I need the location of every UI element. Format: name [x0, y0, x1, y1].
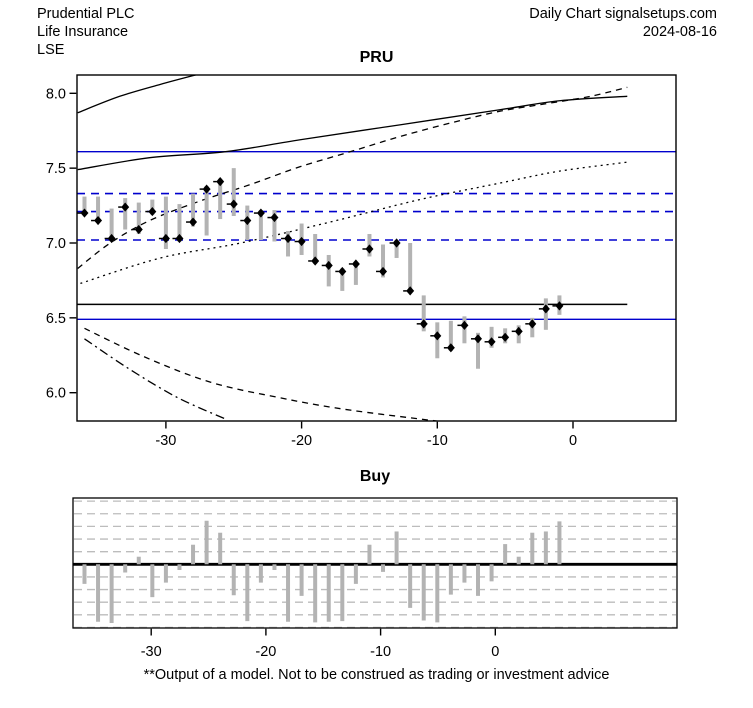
y-axis-tick-label: 6.0 [46, 386, 66, 402]
close-marker-diamond [161, 233, 170, 244]
price-panel-frame [76, 74, 677, 422]
close-marker-diamond [446, 343, 455, 353]
model-curve-mid-rising-dashed [77, 86, 628, 269]
close-marker-diamond [134, 224, 143, 235]
close-marker-diamond [121, 202, 130, 212]
close-marker-diamond [256, 208, 265, 218]
close-marker-diamond [460, 320, 469, 330]
close-marker-diamond [474, 334, 483, 344]
close-marker-diamond [311, 256, 320, 266]
header-left: Prudential PLC Life Insurance LSE [37, 5, 135, 59]
signal-x-tick-label: 0 [491, 644, 499, 660]
close-marker-diamond [284, 233, 293, 244]
company-name: Prudential PLC [37, 6, 135, 22]
model-curve-upper-band-solid [77, 95, 628, 171]
close-marker-diamond [175, 233, 184, 244]
price-chart-title: PRU [359, 49, 394, 66]
y-axis-tick-label: 7.5 [46, 161, 66, 177]
signal-panel [73, 500, 677, 629]
model-curve-upper-steep-solid [77, 75, 198, 114]
signal-panel-frame [72, 497, 678, 629]
y-axis-tick-label: 7.0 [46, 236, 66, 252]
x-axis-tick-label: 0 [569, 433, 577, 449]
close-marker-diamond [270, 212, 279, 223]
header-right: Daily Chart signalsetups.com 2024-08-16 [529, 5, 717, 41]
chart-source: Daily Chart signalsetups.com [529, 6, 717, 22]
signal-chart-title: Buy [359, 468, 391, 485]
close-marker-diamond [514, 326, 523, 336]
company-sector: Life Insurance [37, 24, 129, 40]
chart-date: 2024-08-16 [642, 24, 717, 40]
signal-x-tick-label: -10 [370, 644, 391, 660]
model-curve-lower-falling-dashdot [84, 338, 228, 421]
close-marker-diamond [501, 332, 510, 342]
signal-x-tick-label: -20 [255, 644, 276, 660]
close-marker-diamond [528, 319, 537, 329]
close-marker-diamond [80, 208, 89, 218]
close-marker-diamond [243, 215, 252, 226]
close-marker-diamond [148, 206, 157, 217]
close-marker-diamond [297, 236, 306, 247]
y-axis-tick-label: 8.0 [46, 86, 66, 102]
y-axis-tick-label: 6.5 [46, 311, 66, 327]
close-marker-diamond [487, 337, 496, 347]
x-axis-tick-label: -30 [155, 433, 176, 449]
close-marker-diamond [433, 331, 442, 341]
close-marker-diamond [379, 266, 388, 277]
close-marker-diamond [229, 199, 238, 209]
close-marker-diamond [324, 260, 333, 271]
exchange-name: LSE [37, 42, 65, 58]
close-marker-diamond [202, 184, 211, 194]
close-marker-diamond [351, 259, 360, 269]
close-marker-diamond [107, 233, 116, 244]
close-marker-diamond [541, 304, 550, 314]
close-marker-diamond [94, 215, 103, 226]
model-curve-mid-rising-dotted [80, 161, 628, 285]
price-panel [77, 75, 676, 421]
close-marker-diamond [392, 238, 401, 248]
close-marker-diamond [338, 266, 347, 277]
disclaimer-text: **Output of a model. Not to be construed… [143, 667, 610, 683]
close-marker-diamond [419, 319, 428, 329]
close-marker-diamond [555, 301, 564, 311]
close-marker-diamond [189, 217, 198, 227]
model-curve-lower-falling-dashed [84, 327, 438, 421]
close-marker-diamond [216, 177, 225, 187]
close-marker-diamond [406, 286, 415, 296]
signal-x-tick-label: -30 [141, 644, 162, 660]
x-axis-tick-label: -20 [291, 433, 312, 449]
x-axis-tick-label: -10 [427, 433, 448, 449]
close-marker-diamond [365, 244, 374, 254]
